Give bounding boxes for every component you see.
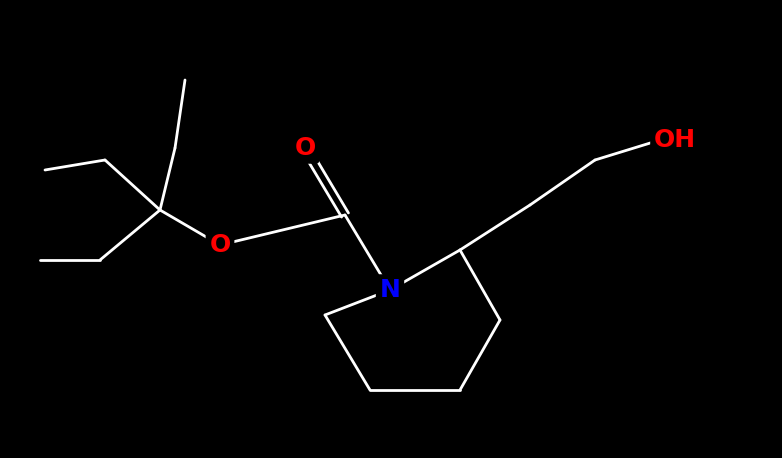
Text: N: N [379,278,400,302]
Text: OH: OH [654,128,696,152]
Text: O: O [294,136,316,160]
Text: O: O [210,233,231,257]
